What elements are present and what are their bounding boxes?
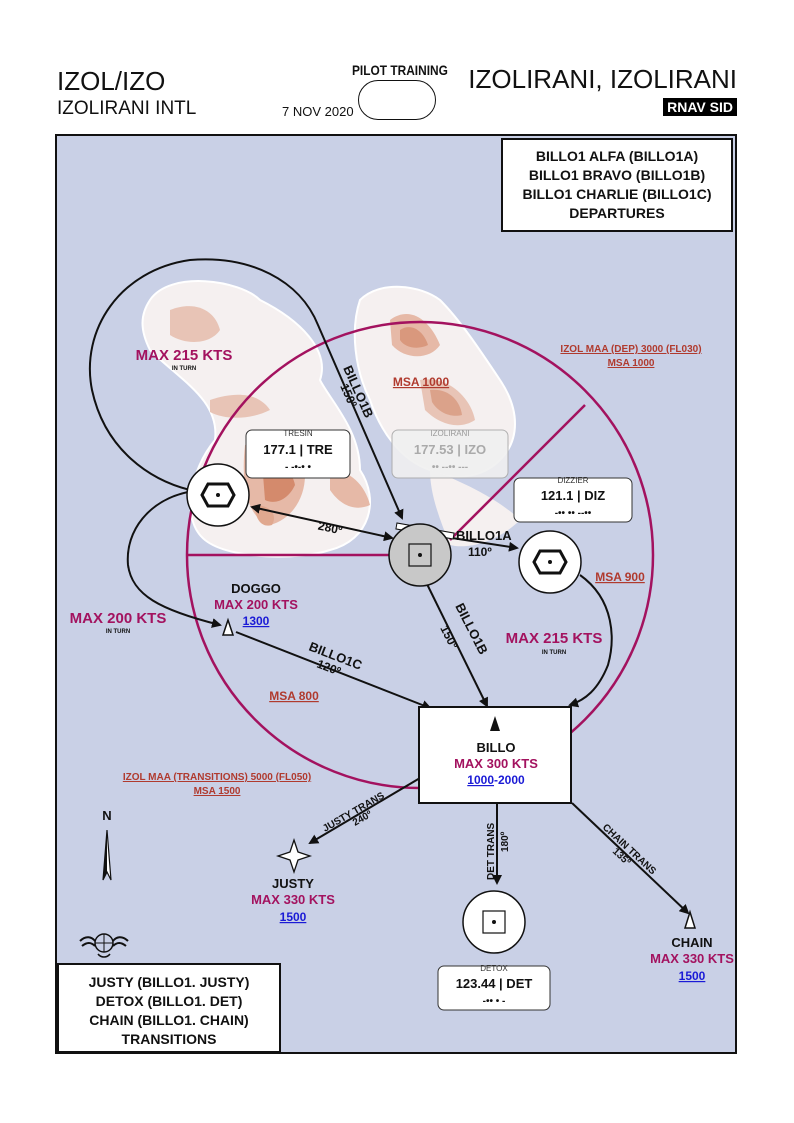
speed-limit-w: MAX 200 KTS [70, 610, 167, 627]
chain-speed: MAX 330 KTS [650, 951, 734, 966]
detox-name: DETOX [480, 964, 508, 973]
pilot-training-label: PILOT TRAINING [352, 62, 448, 78]
justy-name: JUSTY [272, 876, 314, 891]
billo-alt-high: 2000 [498, 773, 525, 787]
detox-freq: 123.44 | DET [456, 976, 533, 991]
billo1b-north-path [88, 258, 404, 520]
billo1a-label: BILLO1A [456, 528, 512, 543]
tresin-morse: - -•-• • [285, 462, 312, 473]
billo1c-leg [235, 631, 432, 710]
airport-code: IZOL/IZO [57, 66, 166, 96]
flight-paths [88, 258, 690, 915]
dizzier-morse: -•• •• --•• [555, 508, 592, 519]
trans-line-1: JUSTY (BILLO1. JUSTY) [88, 974, 250, 990]
trans-line-4: TRANSITIONS [121, 1031, 217, 1047]
justy-speed: MAX 330 KTS [251, 892, 335, 907]
msa-north-label: MSA 1000 [393, 375, 450, 389]
airport-name: IZOLIRANI INTL [57, 98, 197, 119]
north-arrow-icon [102, 829, 112, 881]
izolirani-vor [388, 429, 509, 587]
maa-trans-label: IZOL MAA (TRANSITIONS) 5000 (FL050) [123, 772, 311, 783]
det-trans-course: 180º [500, 831, 511, 852]
billo1a-course: 110º [468, 545, 492, 559]
tre-course-label: 280º [317, 519, 344, 538]
north-label: N [102, 808, 111, 823]
justy-alt: 1500 [280, 910, 307, 924]
dizzier-vor [513, 477, 633, 594]
dizzier-name: DIZZIER [557, 476, 588, 485]
speed-limit-nw-sub: IN TURN [172, 366, 196, 372]
tresin-vor [186, 429, 351, 527]
billo-name: BILLO [477, 740, 516, 755]
speed-limit-labels: MAX 215 KTS IN TURN MAX 200 KTS IN TURN … [70, 347, 603, 656]
doggo-alt: 1300 [243, 614, 270, 628]
billo-alt-low: 1000 [467, 773, 494, 787]
speed-limit-w-sub: IN TURN [106, 629, 130, 635]
justy-fix-icon [275, 837, 313, 875]
trans-line-2: DETOX (BILLO1. DET) [95, 993, 243, 1009]
maa-dep-msa-label: MSA 1000 [608, 358, 655, 369]
trans-line-3: CHAIN (BILLO1. CHAIN) [89, 1012, 249, 1028]
chain-alt: 1500 [679, 969, 706, 983]
billo-speed: MAX 300 KTS [454, 756, 538, 771]
procedure-title-box: BILLO1 ALFA (BILLO1A) BILLO1 BRAVO (BILL… [501, 138, 733, 232]
billo1b-south-leg [424, 579, 488, 708]
dizzier-freq: 121.1 | DIZ [541, 488, 605, 503]
detox-vor [437, 890, 551, 1011]
chart-type-badge: RNAV SID [663, 98, 737, 116]
tre-280-leg [250, 503, 394, 542]
tresin-freq: 177.1 | TRE [263, 442, 333, 457]
tresin-name: TRESIN [283, 429, 313, 438]
billo1a-turn-path [568, 574, 613, 708]
justy-trans-label: JUSTY TRANS [321, 790, 387, 834]
msa-sector-ne-boundary [449, 404, 586, 541]
speed-limit-e: MAX 215 KTS [506, 630, 603, 647]
title-line-2: BILLO1 BRAVO (BILLO1B) [528, 167, 706, 183]
pilot-training-oval [358, 80, 436, 120]
billo1a-leg [451, 537, 519, 552]
detox-morse: -•• • - [483, 996, 506, 1007]
speed-limit-nw: MAX 215 KTS [136, 347, 233, 364]
title-line-1: BILLO1 ALFA (BILLO1A) [535, 148, 699, 164]
billo-alt: 1000-2000 [467, 773, 525, 787]
doggo-fix-icon [221, 617, 235, 636]
title-line-3: BILLO1 CHARLIE (BILLO1C) [522, 186, 712, 202]
billo1c-turn-path [126, 491, 222, 628]
speed-limit-e-sub: IN TURN [542, 650, 566, 656]
msa-labels: IZOL MAA (DEP) 3000 (FL030) MSA 1000 MSA… [123, 344, 702, 797]
msa-east-label: MSA 900 [595, 570, 645, 584]
chain-name: CHAIN [671, 935, 712, 950]
maa-dep-label: IZOL MAA (DEP) 3000 (FL030) [560, 344, 701, 355]
billo-alt-sep: - [494, 773, 498, 787]
doggo-name: DOGGO [231, 581, 281, 596]
maa-trans-msa-label: MSA 1500 [194, 786, 241, 797]
chart-date: 7 NOV 2020 [282, 104, 354, 119]
chain-trans-label: CHAIN TRANS [600, 822, 658, 877]
icao-emblem-icon [79, 933, 129, 958]
izolirani-morse: •• --•• --- [432, 462, 468, 473]
billo-fix-icon [490, 716, 500, 731]
chain-fix-icon [683, 909, 697, 929]
city-name: IZOLIRANI, IZOLIRANI [468, 64, 737, 94]
izolirani-freq: 177.53 | IZO [414, 442, 486, 457]
chain-trans-leg [571, 802, 690, 915]
transitions-box: JUSTY (BILLO1. JUSTY) DETOX (BILLO1. DET… [57, 963, 281, 1053]
det-trans-label: DET TRANS [486, 822, 497, 880]
msa-southwest-label: MSA 800 [269, 689, 319, 703]
title-line-4: DEPARTURES [569, 205, 665, 221]
izolirani-name: IZOLIRANI [430, 429, 469, 438]
doggo-speed: MAX 200 KTS [214, 597, 298, 612]
justy-trans-leg [308, 777, 421, 845]
